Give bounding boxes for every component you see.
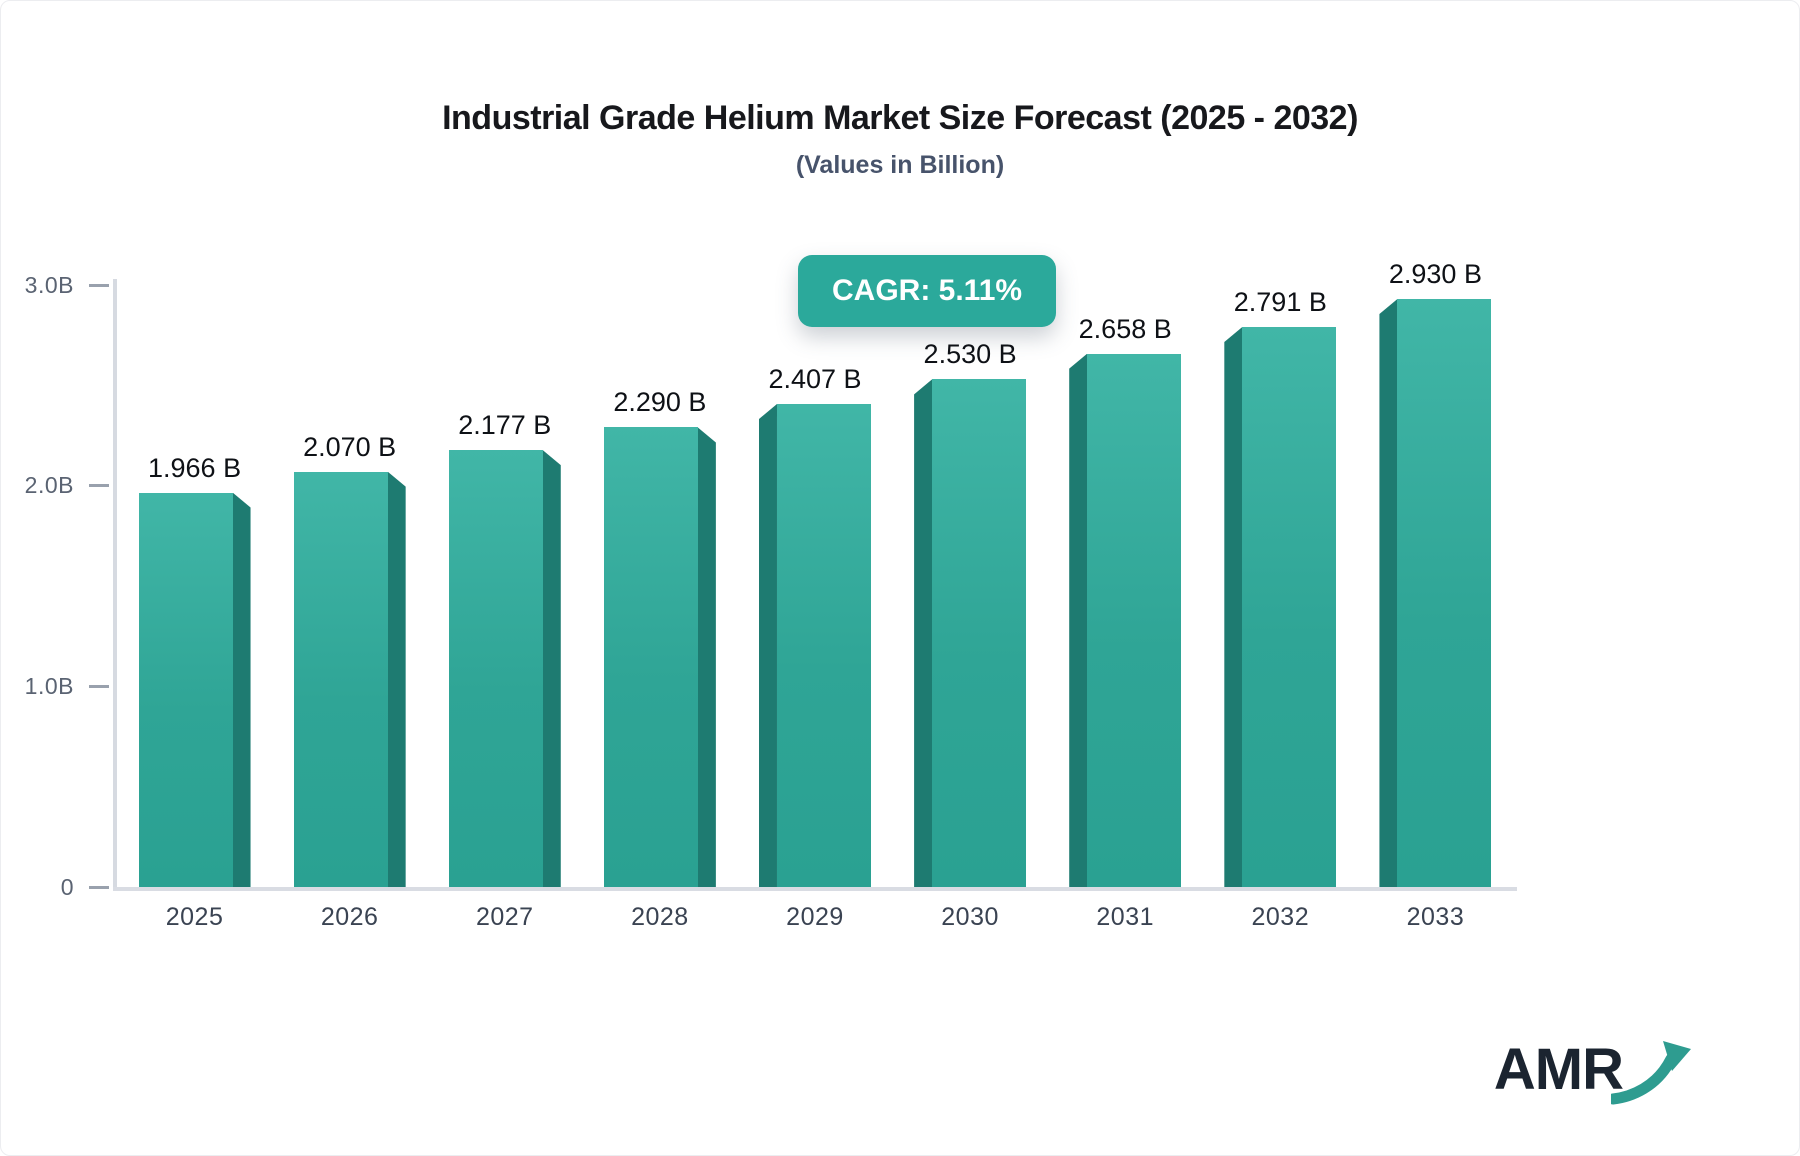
bar-front-face — [603, 427, 698, 887]
bar-front-face — [776, 404, 871, 887]
y-axis: 3.0B 2.0B 1.0B 0 — [1, 272, 109, 900]
cagr-badge: CAGR: 5.11% — [798, 255, 1057, 327]
y-axis-line — [113, 279, 117, 889]
bar-2028: 2.290 B — [603, 387, 716, 887]
bar-value-label: 2.658 B — [1078, 313, 1172, 344]
bar-slot: 2.530 B — [893, 285, 1048, 887]
growth-arrow-icon — [1611, 1041, 1691, 1105]
bar-slot: 2.658 B — [1048, 285, 1203, 887]
bar-slot: 2.791 B — [1203, 285, 1358, 887]
bar-2029: 2.407 B — [758, 364, 871, 887]
bar-side-face — [1224, 326, 1243, 887]
y-tick-dash — [89, 885, 109, 889]
bar-value-label: 2.930 B — [1388, 259, 1482, 290]
bar-2032: 2.791 B — [1224, 287, 1337, 887]
y-tick-dash — [89, 684, 109, 688]
x-tick-label: 2027 — [475, 903, 534, 931]
x-axis-labels: 2025 2026 2027 2028 2029 2030 2031 2032 2033 — [117, 903, 1513, 932]
bar-front-face — [293, 471, 388, 887]
bar-value-label: 2.070 B — [303, 431, 397, 462]
bar-2031: 2.658 B — [1069, 314, 1182, 887]
bar-slot: 2.290 B — [582, 285, 737, 887]
x-tick-label: 2029 — [786, 903, 844, 931]
y-tick: 0 — [1, 873, 109, 901]
bar-value-label: 1.966 B — [148, 452, 242, 483]
y-tick-dash — [89, 283, 109, 287]
amr-logo-text: AMR — [1493, 1036, 1624, 1102]
amr-logo: AMR — [1494, 1031, 1697, 1107]
y-tick: 3.0B — [1, 271, 109, 299]
bars-area: 1.966 B 2.070 B 2.177 B 2.290 B 2.407 B 2.530… — [117, 259, 1513, 887]
bar-side-face — [1069, 353, 1088, 887]
y-tick: 1.0B — [1, 672, 109, 700]
y-tick-label: 2.0B — [24, 472, 74, 499]
y-tick-label: 0 — [60, 873, 74, 900]
y-tick-label: 3.0B — [24, 271, 74, 298]
bar-2033: 2.930 B — [1379, 259, 1492, 887]
y-tick-label: 1.0B — [24, 672, 74, 699]
x-tick-label: 2026 — [320, 903, 379, 931]
bar-2027: 2.177 B — [448, 410, 561, 887]
bar-slot: 2.407 B — [737, 285, 892, 887]
bar-slot: 2.070 B — [272, 285, 427, 887]
bar-side-face — [914, 379, 933, 887]
bar-slot: 2.930 B — [1358, 259, 1513, 887]
bar-front-face — [448, 450, 543, 887]
bar-value-label: 2.407 B — [768, 364, 862, 394]
bar-front-face — [1397, 299, 1492, 887]
bar-side-face — [542, 450, 561, 887]
x-tick-label: 2030 — [941, 903, 999, 931]
bar-side-face — [697, 427, 716, 887]
bar-value-label: 2.290 B — [613, 387, 707, 418]
chart-subtitle: (Values in Billion) — [795, 151, 1005, 179]
bar-2030: 2.530 B — [914, 339, 1027, 887]
bar-front-face — [138, 492, 233, 887]
x-tick-label: 2032 — [1251, 903, 1310, 931]
x-tick-label: 2028 — [631, 903, 689, 931]
x-tick-label: 2025 — [165, 903, 224, 931]
x-tick-label: 2031 — [1096, 903, 1155, 931]
bar-front-face — [1242, 326, 1337, 887]
bar-side-face — [758, 404, 777, 887]
bar-2025: 1.966 B — [138, 453, 251, 887]
bar-side-face — [387, 471, 406, 887]
bar-slot: 2.177 B — [427, 285, 582, 887]
y-tick-dash — [89, 484, 109, 488]
bar-2026: 2.070 B — [293, 432, 406, 887]
bar-value-label: 2.177 B — [458, 410, 552, 441]
y-tick: 2.0B — [1, 472, 109, 500]
bar-value-label: 2.791 B — [1233, 286, 1327, 317]
cagr-badge-label: CAGR: 5.11% — [832, 274, 1023, 307]
bar-side-face — [232, 492, 251, 887]
x-axis-line — [113, 887, 1517, 891]
bar-front-face — [1087, 353, 1182, 887]
bar-front-face — [932, 379, 1027, 887]
bar-value-label: 2.530 B — [923, 339, 1017, 370]
bar-side-face — [1379, 299, 1398, 887]
bar-slot: 1.966 B — [117, 285, 272, 887]
chart-title: Industrial Grade Helium Market Size Fore… — [442, 99, 1358, 137]
x-tick-label: 2033 — [1406, 903, 1465, 931]
